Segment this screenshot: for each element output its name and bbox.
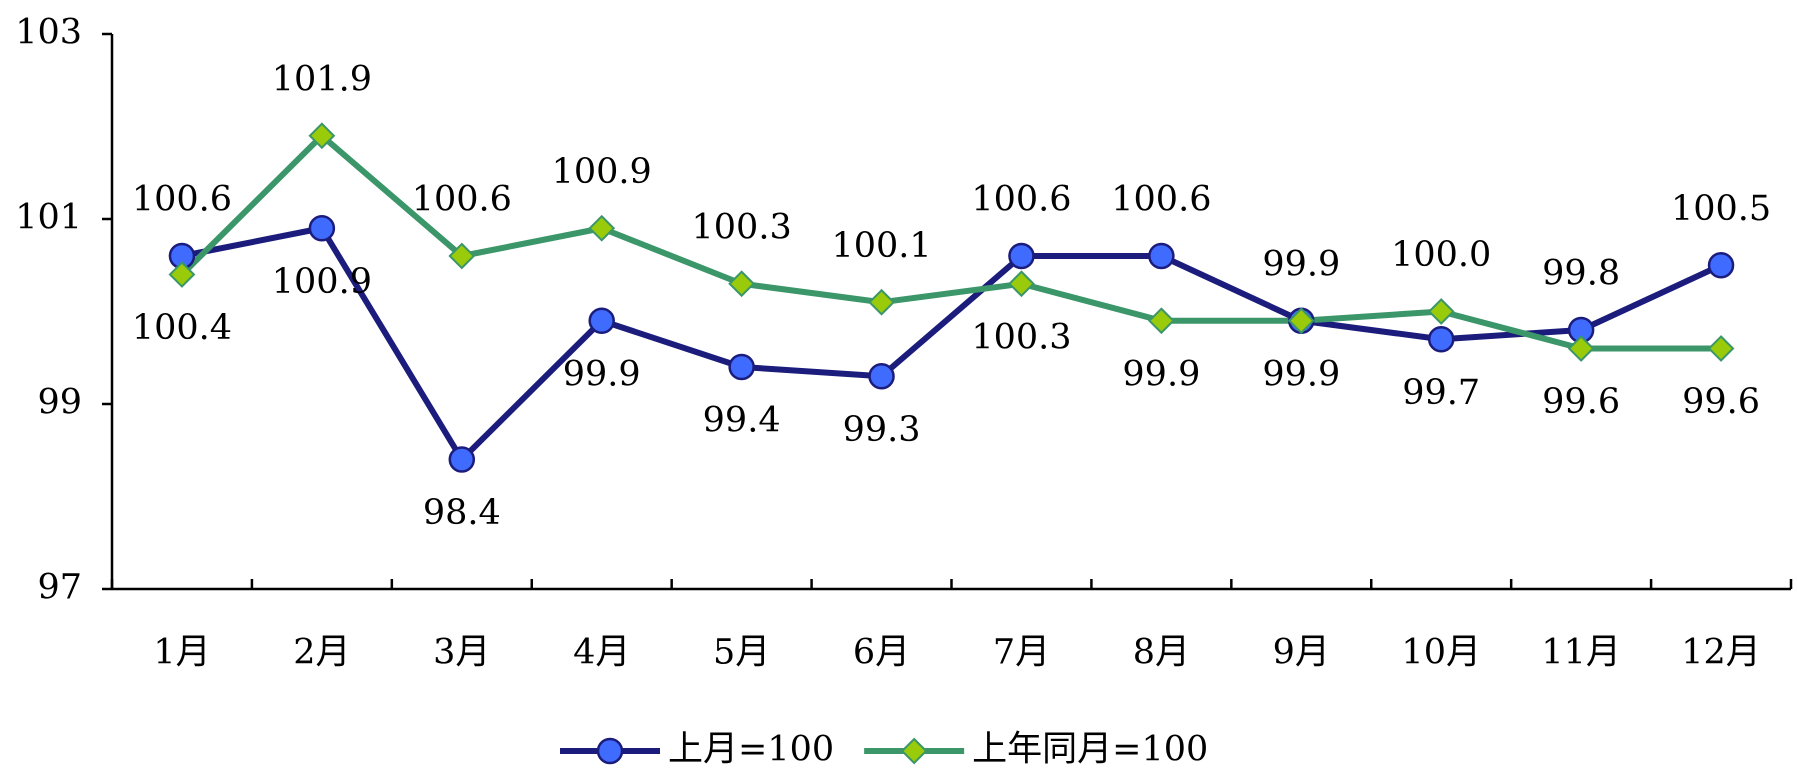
x-tick-label: 5月 [713,633,770,673]
marker [728,353,755,381]
legend-label: 上月=100 [668,730,834,770]
y-tick-label: 103 [15,13,82,53]
marker [1287,307,1315,335]
marker [728,270,756,298]
marker [1567,335,1595,362]
data-label: 99.9 [1262,354,1340,394]
x-tick-label: 11月 [1541,633,1621,673]
data-label: 101.9 [272,59,372,99]
data-label: 100.6 [132,180,232,220]
marker [900,737,928,765]
data-label: 99.7 [1402,373,1480,413]
data-label: 100.0 [1391,235,1491,275]
marker [1427,298,1455,325]
y-tick-label: 101 [15,198,82,238]
marker [868,363,895,390]
data-label: 99.6 [1682,382,1760,422]
data-label: 100.6 [412,180,512,220]
data-label: 99.9 [1122,354,1200,394]
series-line [181,225,1723,463]
data-label: 99.9 [1262,244,1340,284]
marker [1707,335,1735,362]
y-tick-label: 97 [37,568,82,608]
marker [448,242,476,270]
legend-label: 上年同月=100 [972,730,1208,770]
data-label: 100.6 [971,180,1071,220]
marker [1008,242,1035,270]
y-tick-label: 99 [37,383,82,423]
data-label: 98.4 [423,493,501,533]
data-label: 99.6 [1542,382,1620,422]
x-tick-label: 4月 [573,633,630,673]
marker [1148,242,1175,270]
marker [1427,326,1455,353]
data-label: 100.1 [831,226,931,266]
marker [868,288,895,316]
data-label: 100.6 [1111,180,1211,220]
marker [1147,307,1175,335]
marker [1707,252,1735,279]
data-label: 100.9 [272,262,372,302]
x-tick-label: 3月 [433,633,490,673]
data-label: 99.3 [843,410,921,450]
x-tick-label: 9月 [1273,633,1330,673]
x-tick-label: 10月 [1401,633,1481,673]
marker [308,122,336,150]
x-tick-label: 1月 [153,633,210,673]
series-line [179,132,1722,352]
marker [588,307,615,334]
data-label: 99.8 [1542,254,1620,294]
marker [308,215,336,242]
x-tick-label: 6月 [853,633,910,673]
marker [596,737,624,765]
data-label: 100.3 [692,207,792,247]
marker [588,214,616,242]
data-label: 100.9 [552,152,652,192]
data-label: 100.5 [1671,189,1771,229]
data-label: 99.4 [703,401,781,441]
marker [168,261,196,288]
data-label: 99.9 [563,354,641,394]
x-tick-label: 8月 [1133,633,1190,673]
x-tick-label: 7月 [993,633,1050,673]
marker [448,446,476,473]
data-label: 100.3 [971,317,1071,357]
x-tick-label: 12月 [1681,633,1761,673]
marker [1008,270,1035,298]
x-tick-label: 2月 [293,633,350,673]
data-label: 100.4 [132,308,232,348]
